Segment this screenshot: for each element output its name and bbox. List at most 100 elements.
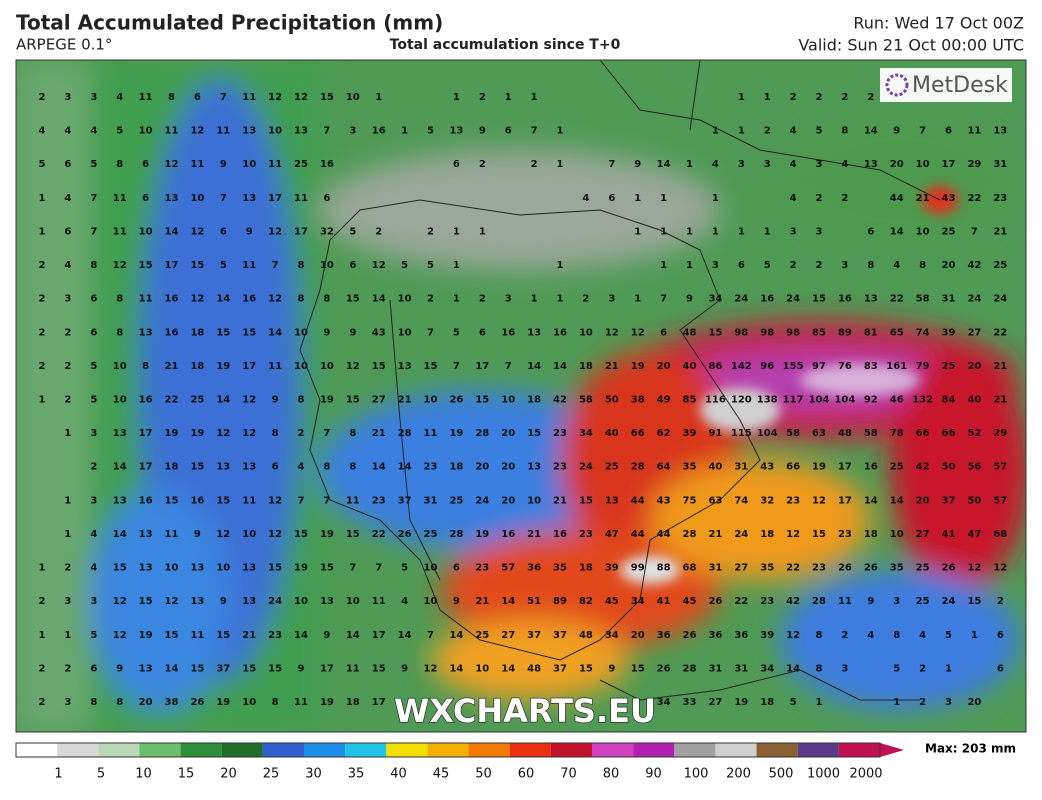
model: ARPEGE 0.1°	[16, 36, 112, 54]
grid-value: 21	[475, 596, 489, 607]
grid-value: 15	[372, 361, 386, 372]
grid-value: 2	[64, 361, 71, 372]
grid-value: 3	[764, 159, 771, 170]
grid-value: 15	[812, 294, 826, 305]
grid-value: 10	[139, 226, 153, 237]
grid-value: 9	[298, 663, 305, 674]
grid-value: 31	[708, 663, 722, 674]
grid-value: 11	[190, 630, 204, 641]
grid-value: 8	[272, 428, 279, 439]
grid-value: 14	[268, 327, 282, 338]
grid-value: 3	[64, 294, 71, 305]
grid-value: 23	[579, 529, 593, 540]
grid-value: 15	[346, 395, 360, 406]
grid-value: 7	[505, 361, 512, 372]
grid-value: 1	[738, 92, 745, 103]
grid-value: 4	[712, 159, 719, 170]
coastlines	[299, 60, 941, 701]
grid-value: 34	[605, 630, 619, 641]
grid-value: 42	[786, 596, 800, 607]
grid-value: 6	[479, 327, 486, 338]
grid-value: 16	[372, 126, 386, 137]
grid-value: 10	[113, 361, 127, 372]
run: Run: Wed 17 Oct 00Z	[853, 14, 1024, 33]
grid-value: 8	[816, 630, 823, 641]
grid-value: 81	[864, 327, 878, 338]
grid-value: 28	[683, 529, 697, 540]
grid-value: 63	[708, 495, 722, 506]
grid-value: 2	[841, 630, 848, 641]
grid-value: 3	[790, 226, 797, 237]
logo: MetDesk	[880, 68, 1012, 102]
grid-value: 38	[631, 395, 645, 406]
grid-value: 1	[686, 260, 693, 271]
grid-value: 6	[142, 159, 149, 170]
grid-value: 18	[190, 327, 204, 338]
grid-value: 7	[323, 428, 330, 439]
grid-value: 66	[916, 428, 930, 439]
grid-value: 66	[631, 428, 645, 439]
grid-value: 15	[708, 327, 722, 338]
legend-swatch	[756, 743, 798, 757]
grid-value: 41	[942, 529, 956, 540]
grid-value: 7	[349, 563, 356, 574]
grid-value: 25	[424, 529, 438, 540]
grid-value: 120	[731, 395, 752, 406]
grid-value: 10	[501, 395, 515, 406]
grid-value: 12	[268, 92, 282, 103]
grid-value: 7	[272, 260, 279, 271]
grid-value: 21	[398, 395, 412, 406]
grid-value: 64	[657, 462, 671, 473]
grid-value: 3	[64, 596, 71, 607]
grid-value: 28	[812, 596, 826, 607]
grid-value: 1	[557, 260, 564, 271]
grid-value: 12	[346, 361, 360, 372]
grid-value: 4	[893, 260, 900, 271]
grid-value: 35	[683, 462, 697, 473]
legend-max: Max: 203 mm	[925, 742, 1016, 756]
grid-value: 78	[890, 428, 904, 439]
grid-value: 21	[527, 529, 541, 540]
grid-value: 13	[113, 428, 127, 439]
grid-value: 1	[39, 395, 46, 406]
grid-value: 15	[320, 92, 334, 103]
grid-value: 5	[790, 697, 797, 708]
value-grid: 2 3 3 4 11 8 6 7 11 12 12 15 10 1 1 2 1 1 1 1 2 2 2 24 4 4 5 10 11 12…	[39, 92, 1008, 708]
grid-value: 12	[268, 495, 282, 506]
grid-value: 37	[942, 495, 956, 506]
grid-value: 18	[165, 462, 179, 473]
grid-value: 22	[890, 294, 904, 305]
grid-value: 14	[398, 462, 412, 473]
grid-value: 7	[660, 294, 667, 305]
grid-value: 83	[864, 361, 878, 372]
grid-value: 14	[113, 529, 127, 540]
legend-label: 25	[263, 767, 280, 782]
grid-value: 37	[216, 663, 230, 674]
grid-value: 1	[453, 260, 460, 271]
grid-value: 39	[760, 630, 774, 641]
grid-value: 57	[993, 462, 1007, 473]
legend-label: 35	[348, 767, 365, 782]
grid-value: 15	[346, 529, 360, 540]
grid-value: 24	[993, 294, 1007, 305]
grid-value: 8	[323, 294, 330, 305]
grid-value: 6	[194, 92, 201, 103]
grid-value: 29	[967, 159, 981, 170]
grid-value: 1	[738, 226, 745, 237]
grid-value: 88	[657, 563, 671, 574]
grid-value: 11	[190, 159, 204, 170]
grid-value: 2	[427, 226, 434, 237]
grid-value: 20	[501, 495, 515, 506]
grid-value: 5	[90, 361, 97, 372]
grid-value: 15	[631, 663, 645, 674]
grid-value: 3	[90, 495, 97, 506]
legend: 1 5 10 15 20 25 30 35 40 45 50 60 70 80 90 100 200 500 100…	[15, 742, 904, 782]
grid-value: 11	[139, 92, 153, 103]
grid-value: 2	[64, 563, 71, 574]
grid-value: 10	[113, 395, 127, 406]
grid-value: 9	[220, 159, 227, 170]
grid-value: 32	[760, 495, 774, 506]
grid-value: 10	[268, 126, 282, 137]
grid-value: 1	[660, 193, 667, 204]
grid-value: 35	[760, 563, 774, 574]
